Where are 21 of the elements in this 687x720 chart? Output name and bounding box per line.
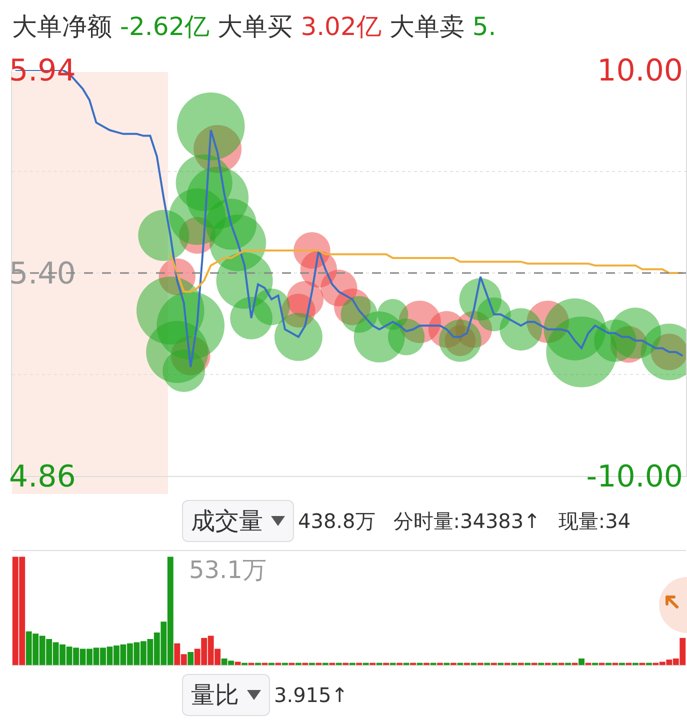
text: 现量:34 [558,508,631,534]
line-series [169,249,684,293]
y2-tick-label: 10.00 [597,54,683,88]
text: 5. [472,12,496,41]
bar [578,658,584,665]
text: 3.02亿 [300,12,382,41]
text: 大单买 [218,12,293,41]
bar [188,652,194,665]
text: 大单净额 [12,12,112,41]
y-tick-label: 4.86 [9,460,76,494]
text: 大单卖 [389,12,464,41]
y-tick-label: 5.40 [9,256,76,292]
y2-tick-label: -10.00 [586,460,683,494]
text: 分时量:34383↑ [393,508,540,534]
bar [234,662,241,665]
text: 3.915↑ [274,683,348,707]
text: 量比 [191,680,239,711]
text: 成交量 [191,506,263,537]
text: -2.62亿 [120,12,210,41]
annotation: 53.1万 [189,556,266,584]
text: 438.8万 [298,508,376,534]
